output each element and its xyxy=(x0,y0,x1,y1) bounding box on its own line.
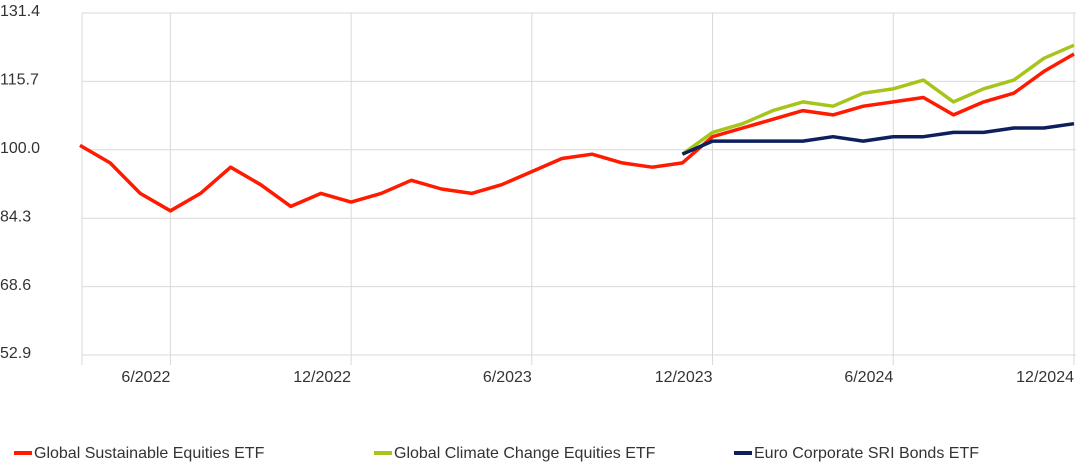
legend-label: Euro Corporate SRI Bonds ETF xyxy=(754,445,979,462)
x-tick-label: 6/2023 xyxy=(483,369,532,386)
y-tick-label: 131.4 xyxy=(0,3,40,20)
y-tick-label: 68.6 xyxy=(0,277,31,294)
x-tick-label: 6/2022 xyxy=(121,369,170,386)
legend-label: Global Climate Change Equities ETF xyxy=(394,445,656,462)
y-tick-label: 52.9 xyxy=(0,345,31,362)
series-line xyxy=(681,43,1075,156)
x-tick-label: 12/2023 xyxy=(655,369,713,386)
y-tick-label: 84.3 xyxy=(0,208,31,225)
y-tick-label: 115.7 xyxy=(0,72,39,89)
legend-swatch xyxy=(14,451,32,455)
series-line xyxy=(681,121,1075,156)
x-tick-label: 12/2022 xyxy=(293,369,351,386)
legend-label: Global Sustainable Equities ETF xyxy=(34,445,265,462)
y-tick-label: 100.0 xyxy=(0,140,40,157)
legend-swatch xyxy=(734,451,752,455)
legend-swatch xyxy=(374,451,392,455)
series-line xyxy=(79,52,1075,213)
x-tick-label: 6/2024 xyxy=(844,369,893,386)
x-tick-label: 12/2024 xyxy=(1016,369,1074,386)
